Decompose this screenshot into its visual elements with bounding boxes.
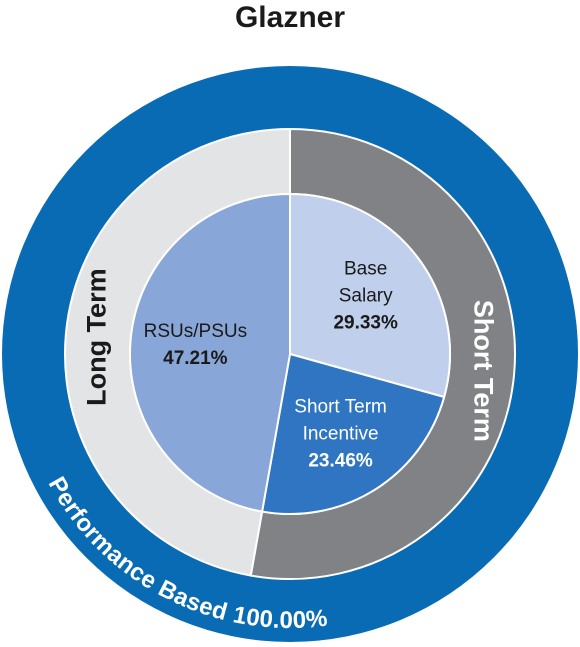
slice-value: 29.33% [333, 313, 398, 334]
slice-label: Base [344, 259, 387, 280]
slice-label: RSUs/PSUs [144, 321, 247, 342]
chart-title: Glazner [235, 1, 345, 34]
slice [289, 192, 451, 399]
slice [129, 192, 291, 513]
slice-label: Salary [339, 286, 393, 307]
slice-label: Incentive [303, 423, 379, 444]
group-label: Short Term [469, 300, 499, 442]
slice-label: Short Term [294, 396, 387, 417]
slice-value: 47.21% [163, 348, 228, 369]
slice-value: 23.46% [308, 450, 373, 471]
slice [260, 352, 446, 515]
group-label: Long Term [81, 268, 111, 406]
